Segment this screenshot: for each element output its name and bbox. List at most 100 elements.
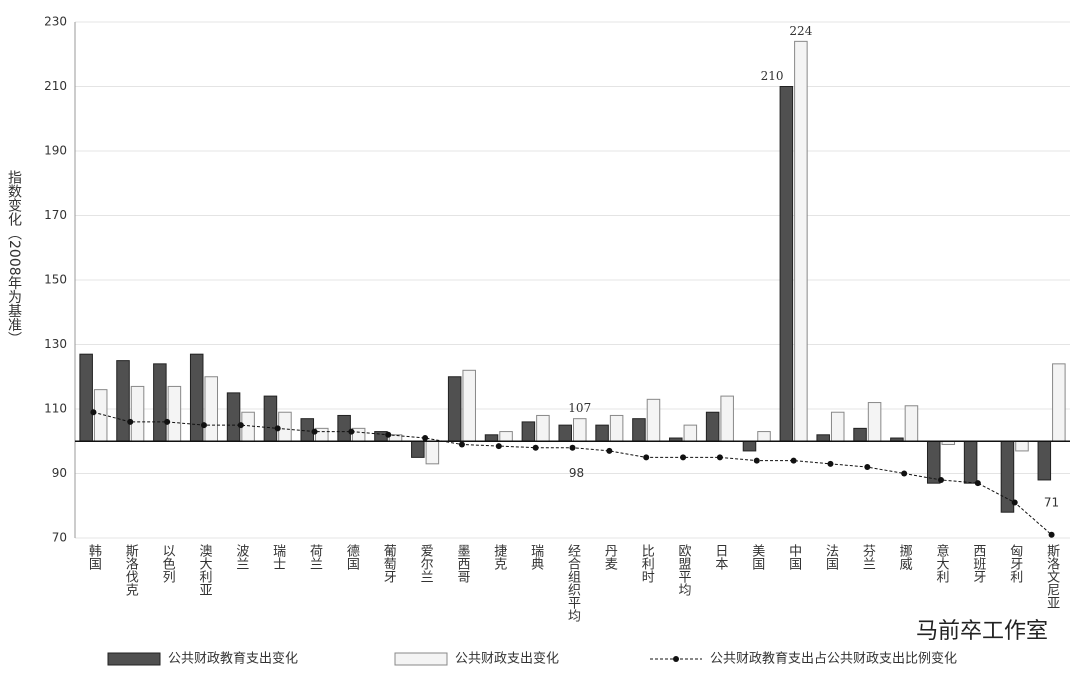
line-point — [385, 431, 392, 438]
line-point — [1011, 499, 1018, 506]
bar — [374, 431, 388, 442]
line-point — [237, 422, 244, 429]
line-point — [753, 457, 760, 464]
x-tick-label: 西班牙 — [970, 544, 986, 583]
bar — [116, 360, 130, 442]
bar — [1000, 440, 1015, 513]
bar — [315, 427, 329, 442]
x-tick-label: 澳大利亚 — [196, 543, 212, 596]
bar — [867, 402, 882, 442]
line-point — [90, 409, 97, 416]
bar — [963, 440, 978, 484]
x-tick-label: 波兰 — [233, 544, 249, 570]
bar — [521, 421, 536, 442]
data-label: 98 — [569, 466, 584, 480]
line-point — [606, 447, 613, 454]
y-tick-label: 150 — [44, 273, 67, 287]
bar — [462, 369, 476, 442]
legend-swatch — [394, 652, 448, 666]
bar — [853, 427, 867, 442]
line-point — [938, 476, 945, 483]
line-point — [532, 444, 539, 451]
x-tick-label: 德国 — [344, 544, 360, 570]
bar — [816, 434, 830, 442]
bar — [153, 363, 167, 442]
bar — [779, 86, 794, 442]
data-label: 71 — [1044, 495, 1059, 509]
x-tick-label: 中国 — [786, 544, 801, 570]
bar — [447, 376, 462, 442]
bar — [167, 385, 182, 442]
bar — [757, 431, 771, 442]
line-point — [643, 454, 650, 461]
line-point — [458, 441, 465, 448]
line-point — [680, 454, 687, 461]
line-point — [827, 460, 834, 467]
x-tick-label: 斯洛文尼亚 — [1044, 544, 1060, 609]
y-axis-label: 指数变化（2008年为基准） — [6, 170, 22, 346]
bar — [130, 385, 145, 442]
data-label: 210 — [761, 69, 784, 83]
bar — [278, 411, 292, 442]
bar — [536, 414, 550, 442]
bar — [1015, 440, 1029, 452]
y-tick-label: 170 — [44, 208, 67, 222]
bar — [683, 424, 698, 442]
x-tick-label: 日本 — [712, 544, 728, 570]
line-point — [901, 470, 908, 477]
y-tick-label: 190 — [44, 144, 67, 158]
bar — [705, 411, 720, 442]
x-tick-label: 荷兰 — [307, 544, 323, 570]
line-point — [974, 480, 981, 487]
x-tick-label: 爱尔兰 — [418, 544, 434, 583]
bar — [388, 434, 403, 442]
x-tick-label: 美国 — [749, 544, 765, 570]
y-tick-label: 90 — [52, 466, 67, 480]
legend-label: 公共财政教育支出占公共财政支出比例变化 — [710, 651, 957, 667]
x-tick-label: 韩国 — [86, 544, 102, 570]
bar — [411, 440, 425, 458]
x-tick-label: 匈牙利 — [1007, 544, 1023, 583]
y-tick-label: 130 — [44, 337, 67, 351]
x-tick-label: 瑞典 — [528, 544, 544, 570]
data-label: 107 — [568, 401, 591, 415]
x-tick-label: 经合组织平均 — [565, 544, 581, 622]
bar — [720, 395, 734, 442]
bar — [609, 414, 624, 442]
line-point — [716, 454, 723, 461]
bar — [830, 411, 845, 442]
line-point — [569, 444, 576, 451]
x-tick-label: 墨西哥 — [454, 544, 470, 583]
watermark: 马前卒工作室 — [916, 619, 1048, 644]
line-point — [164, 418, 171, 425]
x-tick-label: 法国 — [823, 544, 839, 570]
bar — [646, 398, 661, 442]
bar — [926, 440, 941, 484]
line-point — [495, 443, 502, 450]
bar — [241, 411, 255, 442]
bar — [1037, 440, 1052, 481]
bar — [742, 440, 757, 452]
bar — [204, 376, 219, 442]
line-point — [790, 457, 797, 464]
y-tick-label: 210 — [44, 79, 67, 93]
x-tick-label: 斯洛伐克 — [123, 544, 139, 597]
bar — [263, 395, 278, 442]
data-label: 224 — [789, 24, 812, 38]
x-tick-label: 以色列 — [160, 544, 176, 584]
bar — [595, 424, 609, 442]
x-tick-label: 芬兰 — [860, 544, 876, 570]
x-tick-label: 挪威 — [897, 544, 913, 570]
y-tick-label: 110 — [44, 402, 67, 416]
x-tick-label: 意大利 — [934, 543, 950, 583]
x-tick-label: 比利时 — [639, 544, 655, 583]
line-point — [422, 435, 429, 442]
bar — [337, 414, 351, 442]
x-tick-label: 捷克 — [491, 544, 507, 571]
bar — [573, 418, 587, 442]
x-tick-label: 葡萄牙 — [381, 544, 397, 583]
legend-swatch — [107, 652, 161, 666]
bar — [904, 405, 919, 442]
line-point — [200, 422, 207, 429]
